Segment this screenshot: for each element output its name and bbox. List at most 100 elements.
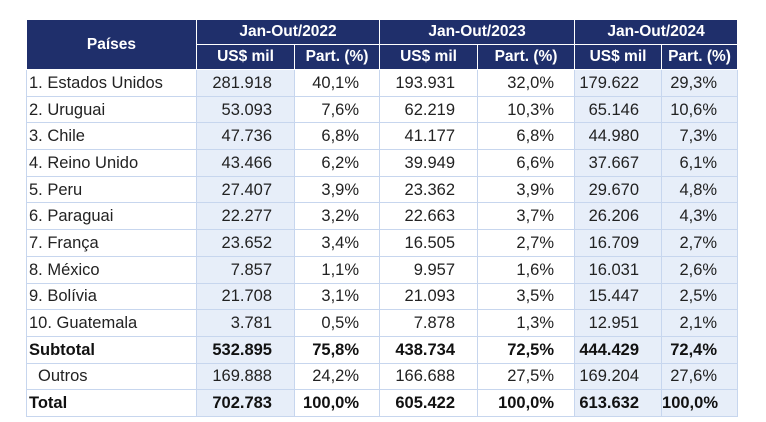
value-2024-cell: 26.206 (574, 202, 663, 231)
share-2022-cell: 3,9% (293, 175, 381, 204)
share-2022-cell: 6,8% (293, 122, 381, 151)
country-cell: 9. Bolívia (26, 282, 197, 311)
table-row: 2. Uruguai 53.093 7,6% 62.219 10,3% 65.146 10,… (26, 95, 739, 124)
table-row: 7. França 23.652 3,4% 16.505 2,7% 16.709 2,7% (26, 229, 739, 257)
country-cell: 6. Paraguai (26, 202, 197, 231)
value-2023-cell: 22.663 (379, 202, 479, 231)
value-2024-cell: 15.447 (574, 282, 663, 311)
value-2023-cell: 7.878 (379, 309, 479, 337)
value-2024-cell: 169.204 (574, 362, 663, 391)
share-2024-cell: 2,1% (661, 309, 739, 337)
table-row: 8. México 7.857 1,1% 9.957 1,6% 16.031 2,6% (26, 255, 739, 284)
share-2023-cell: 2,7% (477, 229, 576, 257)
table-row: Total 702.783 100,0% 605.422 100,0% 613.632 10… (26, 389, 739, 417)
country-cell: 5. Peru (26, 175, 197, 204)
value-2023-cell: 193.931 (379, 69, 479, 97)
table-header: Países Jan-Out/2022 Jan-Out/2023 Jan-Out… (26, 19, 739, 70)
country-cell: 2. Uruguai (26, 95, 197, 124)
period-header-2023: Jan-Out/2023 (379, 19, 576, 45)
share-2023-cell: 3,7% (477, 202, 576, 231)
share-2022-cell: 1,1% (293, 255, 381, 284)
share-2023-cell: 3,5% (477, 282, 576, 311)
share-2023-cell: 1,3% (477, 309, 576, 337)
value-2022-cell: 169.888 (196, 362, 295, 391)
share-2024-cell: 7,3% (661, 122, 739, 151)
share-2024-cell: 100,0% (661, 389, 739, 417)
value-2023-cell: 16.505 (379, 229, 479, 257)
value-2023-cell: 23.362 (379, 175, 479, 204)
share-2022-cell: 24,2% (293, 362, 381, 391)
share-column-header-2024: Part. (%) (661, 44, 739, 70)
value-2024-cell: 29.670 (574, 175, 663, 204)
value-2022-cell: 53.093 (196, 95, 295, 124)
table-row: 4. Reino Unido 43.466 6,2% 39.949 6,6% 37.667… (26, 149, 739, 177)
country-cell: Outros (26, 362, 197, 391)
table-row: Subtotal 532.895 75,8% 438.734 72,5% 444.429 7… (26, 335, 739, 364)
share-2022-cell: 100,0% (293, 389, 381, 417)
share-2024-cell: 2,7% (661, 229, 739, 257)
period-header-2022: Jan-Out/2022 (195, 19, 381, 45)
value-2024-cell: 44.980 (574, 122, 663, 151)
value-2023-cell: 166.688 (379, 362, 479, 391)
value-2022-cell: 532.895 (196, 335, 295, 364)
table-row: 3. Chile 47.736 6,8% 41.177 6,8% 44.980 7,3% (26, 122, 739, 151)
share-2024-cell: 29,3% (661, 69, 739, 97)
value-2024-cell: 16.709 (574, 229, 663, 257)
country-cell: 1. Estados Unidos (26, 69, 197, 97)
value-column-header-2022: US$ mil (196, 44, 295, 70)
share-2023-cell: 3,9% (477, 175, 576, 204)
table-row: 10. Guatemala 3.781 0,5% 7.878 1,3% 12.951 2,1… (26, 309, 739, 337)
value-2023-cell: 605.422 (379, 389, 479, 417)
value-2022-cell: 47.736 (196, 122, 295, 151)
value-2024-cell: 65.146 (574, 95, 663, 124)
share-2024-cell: 10,6% (661, 95, 739, 124)
value-2024-cell: 16.031 (574, 255, 663, 284)
share-2023-cell: 1,6% (477, 255, 576, 284)
table-row: Outros 169.888 24,2% 166.688 27,5% 169.204 27,… (26, 362, 739, 391)
value-2022-cell: 7.857 (196, 255, 295, 284)
share-2022-cell: 0,5% (293, 309, 381, 337)
country-cell: 7. França (26, 229, 197, 257)
value-2022-cell: 43.466 (196, 149, 295, 177)
share-2023-cell: 10,3% (477, 95, 576, 124)
share-2024-cell: 4,3% (661, 202, 739, 231)
share-2024-cell: 4,8% (661, 175, 739, 204)
value-2022-cell: 281.918 (196, 69, 295, 97)
value-2022-cell: 21.708 (196, 282, 295, 311)
share-2023-cell: 100,0% (477, 389, 576, 417)
value-2022-cell: 23.652 (196, 229, 295, 257)
country-cell: Subtotal (26, 335, 197, 364)
share-2024-cell: 2,5% (661, 282, 739, 311)
share-2022-cell: 3,2% (293, 202, 381, 231)
share-2022-cell: 75,8% (293, 335, 381, 364)
share-2024-cell: 27,6% (661, 362, 739, 391)
value-2023-cell: 62.219 (379, 95, 479, 124)
value-column-header-2024: US$ mil (574, 44, 663, 70)
share-2022-cell: 6,2% (293, 149, 381, 177)
value-2023-cell: 21.093 (379, 282, 479, 311)
share-2022-cell: 7,6% (293, 95, 381, 124)
share-2024-cell: 2,6% (661, 255, 739, 284)
exports-by-country-table: Países Jan-Out/2022 Jan-Out/2023 Jan-Out… (26, 19, 739, 417)
country-cell: 4. Reino Unido (26, 149, 197, 177)
share-column-header-2023: Part. (%) (477, 44, 576, 70)
value-2024-cell: 613.632 (574, 389, 663, 417)
value-2024-cell: 444.429 (574, 335, 663, 364)
table-row: 5. Peru 27.407 3,9% 23.362 3,9% 29.670 4,8% (26, 175, 739, 204)
share-2022-cell: 40,1% (293, 69, 381, 97)
share-2022-cell: 3,4% (293, 229, 381, 257)
share-2023-cell: 27,5% (477, 362, 576, 391)
value-2022-cell: 3.781 (196, 309, 295, 337)
share-2024-cell: 6,1% (661, 149, 739, 177)
value-2022-cell: 27.407 (196, 175, 295, 204)
value-2023-cell: 39.949 (379, 149, 479, 177)
share-column-header-2022: Part. (%) (293, 44, 381, 70)
value-2024-cell: 12.951 (574, 309, 663, 337)
table-row: 6. Paraguai 22.277 3,2% 22.663 3,7% 26.206 4,3… (26, 202, 739, 231)
value-2024-cell: 179.622 (574, 69, 663, 97)
share-2022-cell: 3,1% (293, 282, 381, 311)
table-body: 1. Estados Unidos 281.918 40,1% 193.931 32,0… (26, 69, 739, 417)
value-2022-cell: 702.783 (196, 389, 295, 417)
value-2023-cell: 9.957 (379, 255, 479, 284)
share-2024-cell: 72,4% (661, 335, 739, 364)
